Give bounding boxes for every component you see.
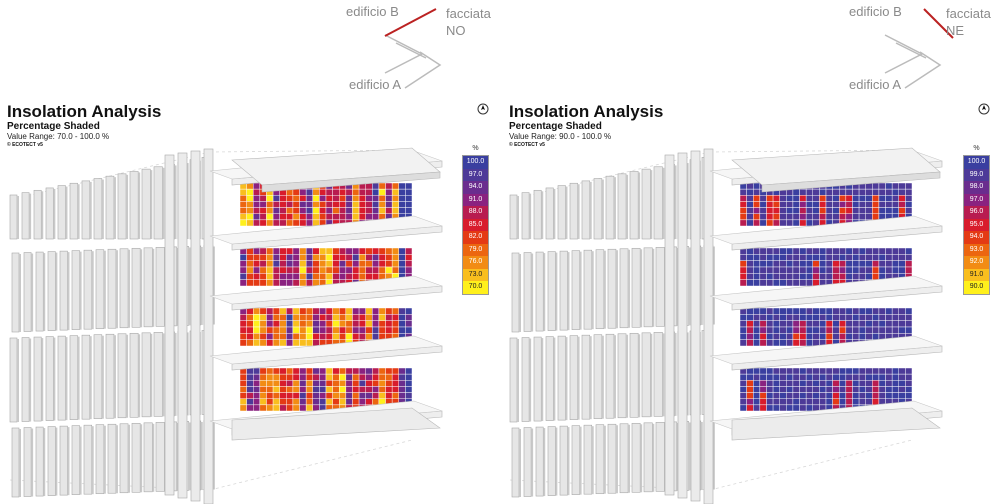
building-b-label: edificio B	[849, 4, 902, 19]
legend-item: 82.0	[463, 231, 488, 244]
ecotect-credit: © ECOTECT v5	[7, 142, 43, 148]
chart-title: Insolation Analysis	[7, 102, 162, 121]
legend-item: 99.0	[964, 168, 989, 181]
building-scene	[9, 147, 443, 504]
legend-item: 100.0	[463, 156, 488, 169]
legend-item: 79.0	[463, 243, 488, 256]
orientation-diagram	[384, 8, 442, 89]
legend-item: 96.0	[964, 206, 989, 219]
legend-item: 93.0	[964, 243, 989, 256]
legend-item: 97.0	[463, 168, 488, 181]
facade-heatmap	[739, 182, 913, 412]
facade-label: facciata	[446, 6, 491, 21]
facade-marker	[384, 8, 437, 37]
value-range: Value Range: 70.0 - 100.0 %	[7, 132, 110, 141]
compass-icon	[978, 103, 990, 115]
legend-unit: %	[472, 145, 479, 152]
building-a-label: edificio A	[349, 77, 402, 92]
facade-marker	[923, 8, 954, 39]
analysis-panel-right: edificio B facciata NE edificio A Insola…	[500, 0, 1000, 504]
analysis-panel-left: edificio B facciata NO edificio A Insola…	[7, 4, 491, 504]
legend-item: 100.0	[964, 156, 989, 169]
chart-title: Insolation Analysis	[509, 102, 664, 121]
orientation-diagram	[884, 8, 954, 89]
legend-item: 95.0	[964, 218, 989, 231]
compass-icon	[477, 103, 489, 115]
legend-item: 98.0	[964, 181, 989, 194]
value-range: Value Range: 90.0 - 100.0 %	[509, 132, 612, 141]
legend-item: 97.0	[964, 193, 989, 206]
legend-item: 94.0	[463, 181, 488, 194]
legend-item: 73.0	[463, 268, 488, 281]
facade-direction: NO	[446, 23, 466, 38]
floor-slabs	[209, 147, 443, 441]
building-scene	[509, 147, 943, 504]
sunscreen-fins	[9, 148, 215, 504]
legend-list: 100.0 99.0 98.0 97.0 96.0 95.0 94.0 93.0 92.0 91.…	[963, 155, 990, 295]
floor-slabs	[709, 147, 943, 441]
sunscreen-fins	[509, 148, 715, 504]
legend-item: 94.0	[964, 231, 989, 244]
legend-item: 88.0	[463, 206, 488, 219]
facade-label: facciata	[946, 6, 991, 21]
color-legend: % 100.0 97.0 94.0 91.0 88.0 85.0 82.0 79.0 76.0 7…	[462, 142, 489, 295]
legend-item: 76.0	[463, 256, 488, 269]
chart-subtitle: Percentage Shaded	[7, 121, 100, 132]
chart-subtitle: Percentage Shaded	[509, 121, 602, 132]
legend-unit: %	[973, 145, 980, 152]
legend-item: 91.0	[463, 193, 488, 206]
facade-direction: NE	[946, 23, 965, 38]
building-a-label: edificio A	[849, 77, 902, 92]
legend-item: 85.0	[463, 218, 488, 231]
legend-item: 91.0	[964, 268, 989, 281]
legend-item: 90.0	[964, 281, 989, 294]
legend-list: 100.0 97.0 94.0 91.0 88.0 85.0 82.0 79.0 76.0 73.…	[462, 155, 489, 295]
legend-item: 92.0	[964, 256, 989, 269]
legend-item: 70.0	[463, 281, 488, 294]
building-b-label: edificio B	[346, 4, 399, 19]
ecotect-credit: © ECOTECT v5	[509, 142, 545, 148]
color-legend: % 100.0 99.0 98.0 97.0 96.0 95.0 94.0 93.0 92.0 9…	[963, 142, 990, 295]
